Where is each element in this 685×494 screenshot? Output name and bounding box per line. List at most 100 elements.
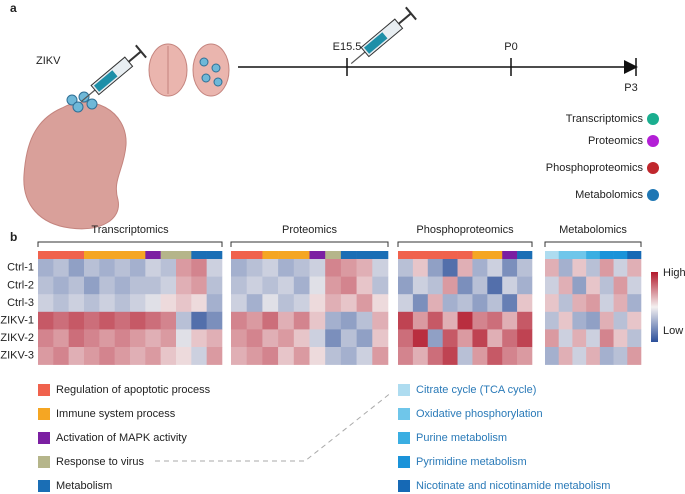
connector: [155, 391, 393, 462]
omics-title: Phosphoproteomics: [416, 224, 514, 236]
scale-low: Low: [663, 325, 683, 337]
heatmap-cell: [99, 259, 115, 277]
legend-label: Citrate cycle (TCA cycle): [416, 384, 536, 396]
heatmap-cell: [278, 259, 295, 277]
heatmap-cell: [325, 329, 342, 348]
heatmap-cell: [246, 259, 263, 277]
heatmap-cell: [627, 329, 642, 348]
heatmap-cell: [84, 276, 100, 295]
heatmap-cell: [398, 294, 414, 313]
heatmap-cell: [545, 294, 560, 313]
virus-dot: [66, 94, 78, 106]
heatmap-cell: [145, 329, 161, 348]
syringe: [80, 44, 147, 103]
timeline-label: P3: [624, 82, 637, 94]
heatmap-cell: [558, 259, 573, 277]
heatmap-cell: [457, 329, 473, 348]
heatmap-cell: [130, 276, 146, 295]
heatmap-cell: [191, 276, 207, 295]
heatmap-cell: [599, 294, 614, 313]
annotation-cell: [613, 251, 628, 259]
heatmap-cell: [398, 276, 414, 295]
legend-label: Purine metabolism: [416, 432, 507, 444]
heatmap-cell: [160, 311, 177, 330]
heatmap-cell: [99, 329, 115, 348]
heatmap-cell: [427, 329, 443, 348]
heatmap-cell: [160, 276, 177, 295]
annotation-cell: [427, 251, 443, 259]
embryo: [23, 101, 127, 230]
heatmap-cell: [427, 259, 443, 277]
annotation-cell: [114, 251, 131, 259]
bracket: [544, 241, 642, 247]
legend-swatch: [398, 432, 410, 444]
legend-swatch: [38, 480, 50, 492]
heatmap-cell: [145, 347, 161, 365]
heatmap-cell: [293, 294, 310, 313]
heatmap-cell: [502, 329, 518, 348]
heatmap-cell: [293, 276, 310, 295]
omics-dot: [647, 162, 659, 174]
heatmap-cell: [278, 329, 295, 348]
legend-label: Pyrimidine metabolism: [416, 456, 527, 468]
heatmap-cell: [176, 329, 192, 348]
heatmap-cell: [130, 311, 146, 330]
annotation-cell: [53, 251, 69, 259]
heatmap-cell: [586, 294, 601, 313]
heatmap-cell: [398, 329, 414, 348]
annotation-cell: [398, 251, 414, 259]
heatmap-cell: [145, 259, 161, 277]
syringe: [350, 6, 417, 65]
heatmap-cell: [412, 311, 429, 330]
heatmap-cell: [114, 329, 131, 348]
annotation-cell: [627, 251, 642, 259]
heatmap-cell: [262, 329, 279, 348]
heatmap-cell: [613, 347, 628, 365]
heatmap-cell: [309, 259, 326, 277]
heatmap-cell: [472, 311, 488, 330]
heatmap-cell: [231, 347, 247, 365]
annotation-cell: [145, 251, 161, 259]
heatmap-cell: [262, 276, 279, 295]
heatmap-cell: [206, 329, 223, 348]
heatmap-cell: [231, 294, 247, 313]
heatmap-cell: [398, 259, 414, 277]
heatmap-cell: [442, 329, 458, 348]
annotation-cell: [325, 251, 342, 259]
heatmap-cell: [517, 347, 533, 365]
heatmap-cell: [613, 259, 628, 277]
panel-label: a: [10, 1, 17, 15]
annotation-cell: [472, 251, 488, 259]
annotation-cell: [502, 251, 518, 259]
heatmap-cell: [130, 329, 146, 348]
heatmap-cell: [293, 347, 310, 365]
heatmap-cell: [517, 329, 533, 348]
heatmap-cell: [545, 259, 560, 277]
legend-swatch: [38, 432, 50, 444]
heatmap-cell: [372, 347, 389, 365]
heatmap-cell: [246, 311, 263, 330]
heatmap-cell: [340, 329, 357, 348]
legend-label: Regulation of apoptotic process: [56, 384, 211, 396]
omics-dot: [647, 113, 659, 125]
heatmap-cell: [176, 311, 192, 330]
heatmap-cell: [613, 311, 628, 330]
annotation-cell: [231, 251, 247, 259]
legend-label: Immune system process: [56, 408, 176, 420]
omics-label: Transcriptomics: [566, 113, 644, 125]
heatmap-cell: [293, 259, 310, 277]
annotation-cell: [176, 251, 192, 259]
heatmap-cell: [427, 347, 443, 365]
legend-label: Metabolism: [56, 480, 112, 492]
heatmap-cell: [99, 276, 115, 295]
heatmap-cell: [309, 347, 326, 365]
heatmap-cell: [457, 259, 473, 277]
legend-swatch: [398, 384, 410, 396]
heatmap-cell: [68, 347, 85, 365]
heatmap-cell: [613, 329, 628, 348]
heatmap-cell: [130, 259, 146, 277]
heatmap-cell: [309, 311, 326, 330]
heatmap-cell: [176, 259, 192, 277]
heatmap-cell: [427, 294, 443, 313]
heatmap-cell: [325, 311, 342, 330]
